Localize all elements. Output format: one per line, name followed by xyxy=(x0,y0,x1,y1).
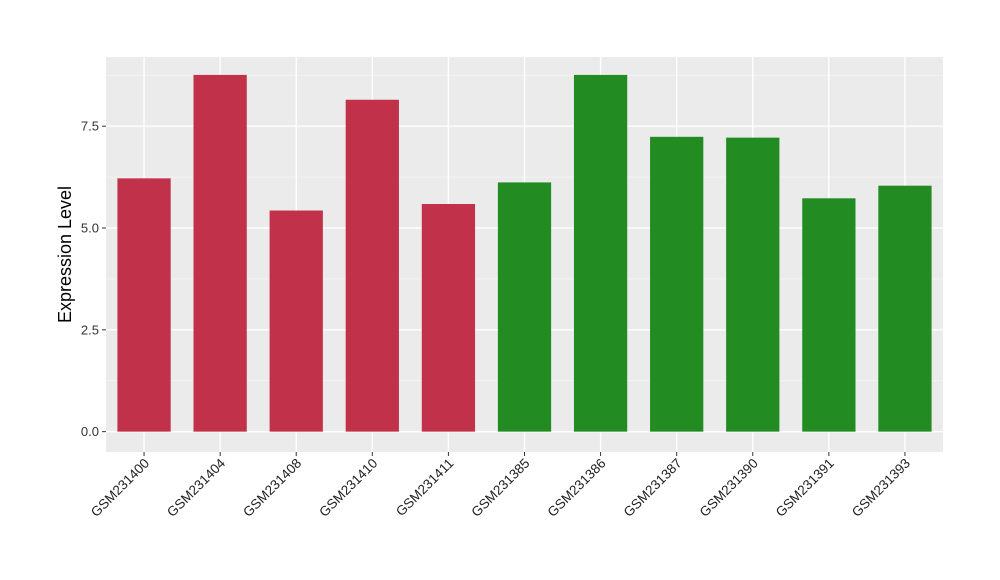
bar xyxy=(421,204,476,432)
y-tick-label: 0.0 xyxy=(81,424,99,439)
bar xyxy=(726,137,780,432)
x-tick-label: GSM231400 xyxy=(88,456,152,520)
x-axis: GSM231400 GSM231404 GSM231408 GSM231410 GSM2… xyxy=(88,452,913,520)
y-tick-label: 2.5 xyxy=(81,322,99,337)
bar xyxy=(117,178,171,432)
x-tick-label: GSM231387 xyxy=(621,456,685,520)
x-tick-label: GSM231393 xyxy=(849,456,913,520)
y-axis-title: Expression Level xyxy=(55,186,75,323)
x-tick-label: GSM231408 xyxy=(240,456,304,520)
bar xyxy=(345,99,399,432)
bar xyxy=(878,185,932,432)
bar xyxy=(650,136,704,432)
x-tick-label: GSM231391 xyxy=(773,456,837,520)
bar xyxy=(573,74,628,432)
x-tick-label: GSM231390 xyxy=(697,456,761,520)
bar xyxy=(497,182,552,432)
bar xyxy=(269,210,323,432)
x-tick-label: GSM231404 xyxy=(164,455,229,520)
y-tick-label: 7.5 xyxy=(81,119,99,134)
y-tick-label: 5.0 xyxy=(81,221,99,236)
bars xyxy=(117,74,932,432)
x-tick-label: GSM231385 xyxy=(468,456,532,520)
y-axis: 0.0 2.5 5.0 7.5 xyxy=(81,119,106,439)
bar xyxy=(193,74,247,432)
x-tick-label: GSM231411 xyxy=(393,456,457,520)
x-tick-label: GSM231410 xyxy=(316,456,380,520)
x-tick-label: GSM231386 xyxy=(544,456,608,520)
bar xyxy=(802,198,856,432)
